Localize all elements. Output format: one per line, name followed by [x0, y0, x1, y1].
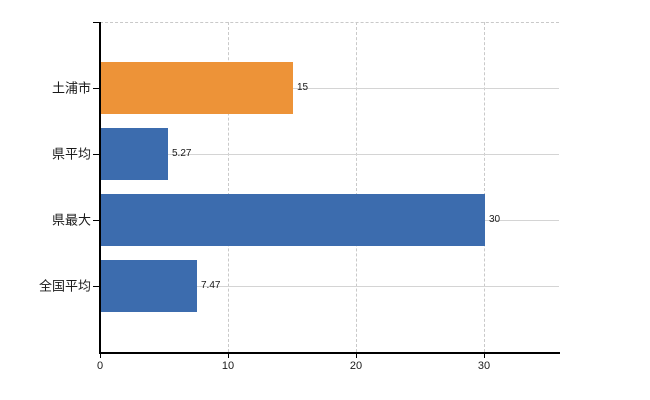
y-axis-line [99, 22, 101, 352]
bar-value-label: 30 [489, 214, 501, 225]
category-label: 県最大 [51, 212, 91, 228]
bar-value-label: 7.47 [201, 280, 221, 291]
y-axis-tick [93, 154, 100, 155]
chart-bar [101, 62, 293, 114]
gridline-vertical [228, 22, 229, 352]
category-label: 全国平均 [38, 278, 91, 294]
gridline-top [100, 22, 559, 23]
y-axis-boundary-tick [93, 22, 100, 23]
x-tick-label: 20 [349, 360, 363, 372]
chart-bar [101, 128, 168, 180]
gridline-vertical [356, 22, 357, 352]
gridline-horizontal [100, 88, 559, 89]
x-tick-label: 30 [477, 360, 491, 372]
y-axis-tick [93, 286, 100, 287]
y-axis-tick [93, 220, 100, 221]
x-axis-tick [228, 352, 229, 358]
chart-bar [101, 260, 197, 312]
bar-value-label: 15 [297, 82, 309, 93]
category-label: 県平均 [51, 146, 91, 162]
gridline-horizontal [100, 154, 559, 155]
x-axis-line [99, 352, 560, 354]
gridline-vertical [484, 22, 485, 352]
x-tick-label: 0 [96, 360, 104, 372]
y-axis-tick [93, 88, 100, 89]
gridline-horizontal [100, 286, 559, 287]
x-axis-tick [484, 352, 485, 358]
chart-bar [101, 194, 485, 246]
x-axis-tick [356, 352, 357, 358]
category-label: 土浦市 [51, 80, 91, 96]
x-axis-tick [100, 352, 101, 358]
x-tick-label: 10 [221, 360, 235, 372]
bar-value-label: 5.27 [172, 148, 192, 159]
